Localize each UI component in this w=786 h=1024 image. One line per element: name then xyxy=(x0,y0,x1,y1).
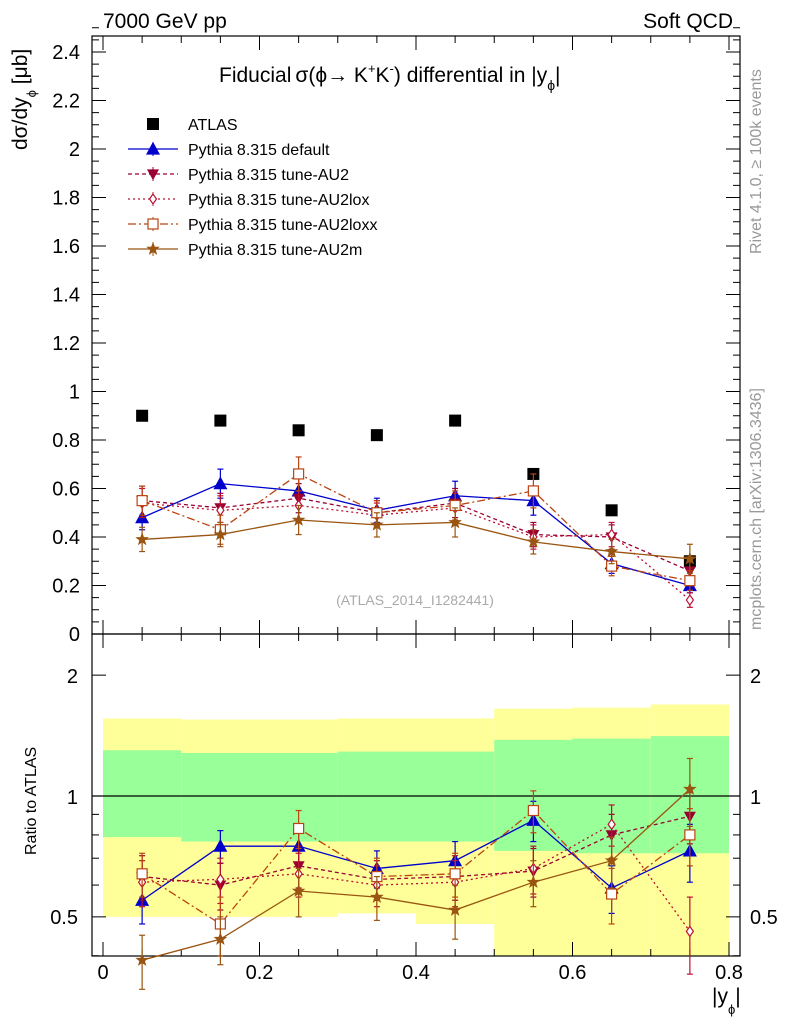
point-AU2m xyxy=(604,544,619,558)
atlas-data-point xyxy=(370,429,383,442)
ratio-point-AU2loxx xyxy=(606,888,618,900)
main-ytick-label: 0.2 xyxy=(52,576,80,598)
legend-entry-AU2lox: Pythia 8.315 tune-AU2lox xyxy=(188,192,369,209)
legend-marker-AU2lox xyxy=(148,192,158,206)
point-AU2m xyxy=(213,527,228,541)
xtick-label: 0.4 xyxy=(402,962,430,984)
ratio-point-default xyxy=(213,838,228,852)
legend-entry-default: Pythia 8.315 default xyxy=(188,142,330,159)
legend-marker-atlas xyxy=(147,118,159,130)
ratio-point-AU2loxx xyxy=(449,868,461,880)
ratio-point-AU2m xyxy=(370,889,384,903)
ratio-point-AU2m xyxy=(135,953,149,966)
main-ytick-label: 2.4 xyxy=(52,42,80,64)
xtick-label: 0.6 xyxy=(559,962,587,984)
atlas-data-point xyxy=(605,504,618,517)
rivet-version-label: Rivet 4.1.0, ≥ 100k events xyxy=(748,69,765,254)
main-ytick-label: 0.8 xyxy=(52,430,80,452)
ratio-line-AU2lox xyxy=(142,823,691,932)
plot-title: Fiducial σ(ϕ→ K+K-) differential in |yϕ| xyxy=(219,61,561,93)
ratio-point-AU2m xyxy=(213,932,228,945)
main-ytick-label: 0 xyxy=(69,624,80,646)
ratio-ytick-label: 0.5 xyxy=(50,907,78,929)
point-AU2m xyxy=(291,512,306,526)
ratio-ytick-label-right: 0.5 xyxy=(750,907,778,929)
point-AU2m xyxy=(135,532,149,546)
ratio-ytick-label-right: 2 xyxy=(750,666,761,688)
ratio-point-AU2lox xyxy=(216,873,225,886)
main-ytick-label: 2 xyxy=(69,139,80,161)
ratio-ytick-label: 2 xyxy=(67,666,78,688)
ratio-y-axis-label: Ratio to ATLAS xyxy=(23,747,40,855)
point-AU2m xyxy=(683,551,697,565)
xtick-label: 0.2 xyxy=(246,962,274,984)
ratio-ytick-label-right: 1 xyxy=(750,787,761,809)
point-AU2loxx xyxy=(684,575,696,587)
ratio-line-AU2 xyxy=(142,815,691,886)
ratio-point-AU2lox xyxy=(685,925,695,938)
point-default xyxy=(213,476,228,490)
main-ytick-label: 0.6 xyxy=(52,479,80,501)
xtick-label: 0 xyxy=(97,962,108,984)
point-AU2lox xyxy=(685,594,695,607)
point-AU2loxx xyxy=(136,495,148,507)
legend-entry-data: ATLAS xyxy=(188,117,238,134)
main-ytick-label: 1.6 xyxy=(52,236,80,258)
main-ytick-label: 1.2 xyxy=(52,333,80,355)
ratio-line-AU2loxx xyxy=(141,809,691,925)
ratio-ytick-label: 1 xyxy=(67,787,78,809)
point-AU2loxx xyxy=(527,485,539,497)
legend-marker-AU2 xyxy=(146,169,160,181)
main-ytick-label: 1.4 xyxy=(52,285,80,307)
point-AU2loxx xyxy=(293,468,305,480)
ratio-band-stat xyxy=(181,752,260,842)
ratio-band-stat xyxy=(103,750,182,838)
atlas-data-point xyxy=(292,424,305,437)
ratio-line-AU2m xyxy=(141,788,691,961)
atlas-data-point xyxy=(449,414,462,427)
ratio-point-AU2m xyxy=(291,883,306,897)
header-energy: 7000 GeV pp xyxy=(103,10,227,33)
ratio-point-AU2lox xyxy=(607,818,616,831)
point-AU2m xyxy=(526,534,541,548)
atlas-data-point xyxy=(214,414,227,427)
xtick-label: 0.8 xyxy=(715,962,743,984)
main-y-axis-label: dσ/dyϕ [μb] xyxy=(9,49,39,150)
point-AU2m xyxy=(448,515,462,529)
header-category: Soft QCD xyxy=(643,10,733,33)
series-line-AU2m xyxy=(142,519,690,560)
ratio-point-AU2loxx xyxy=(684,829,696,841)
legend-marker-AU2loxx xyxy=(147,218,159,230)
ratio-point-AU2loxx xyxy=(136,868,148,880)
main-ytick-label: 1 xyxy=(69,382,80,404)
ratio-point-AU2m xyxy=(683,782,697,795)
x-axis-label: |yϕ| xyxy=(712,985,741,1017)
legend-marker-default xyxy=(145,141,161,155)
series-line-AU2lox xyxy=(142,502,691,601)
series-line-AU2 xyxy=(142,497,691,572)
analysis-id-watermark: (ATLAS_2014_I1282441) xyxy=(336,592,494,608)
legend-entry-AU2m: Pythia 8.315 tune-AU2m xyxy=(188,242,362,259)
ratio-point-AU2m xyxy=(448,902,462,916)
ratio-point-AU2m xyxy=(526,875,541,888)
legend-entry-AU2: Pythia 8.315 tune-AU2 xyxy=(188,167,349,184)
legend-marker-AU2m xyxy=(146,241,160,255)
series-line-AU2loxx xyxy=(141,473,690,582)
ratio-point-AU2m xyxy=(604,853,619,867)
ratio-point-AU2loxx xyxy=(527,804,539,817)
mcplots-label: mcplots.cern.ch [arXiv:1306.3436] xyxy=(748,388,765,630)
legend-entry-AU2loxx: Pythia 8.315 tune-AU2loxx xyxy=(188,217,377,234)
point-AU2m xyxy=(370,517,384,531)
main-ytick-label: 2.2 xyxy=(52,91,80,113)
atlas-data-point xyxy=(136,409,149,422)
ratio-line-default xyxy=(141,819,691,901)
main-ytick-label: 1.8 xyxy=(52,188,80,210)
ratio-point-AU2loxx xyxy=(293,822,305,835)
main-ytick-label: 0.4 xyxy=(52,527,80,549)
